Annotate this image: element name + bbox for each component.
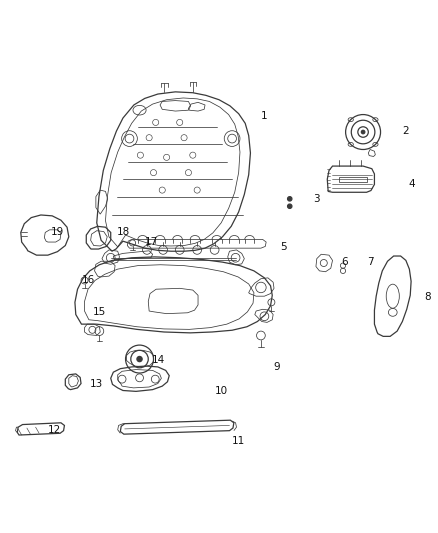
Text: 1: 1 <box>261 111 267 121</box>
Text: 11: 11 <box>232 436 245 446</box>
Text: 3: 3 <box>313 194 319 204</box>
Circle shape <box>288 204 292 208</box>
Text: 19: 19 <box>51 227 64 237</box>
Text: 9: 9 <box>274 362 280 372</box>
Text: 8: 8 <box>424 292 431 302</box>
Text: 12: 12 <box>47 425 60 435</box>
Text: 10: 10 <box>215 386 228 396</box>
Text: 5: 5 <box>280 242 287 252</box>
Circle shape <box>288 197 292 201</box>
Text: 14: 14 <box>151 356 165 365</box>
Text: 7: 7 <box>367 257 374 267</box>
Circle shape <box>361 130 365 134</box>
Text: 2: 2 <box>403 126 409 136</box>
Text: 6: 6 <box>341 257 348 267</box>
Circle shape <box>137 357 142 362</box>
Text: 16: 16 <box>81 274 95 285</box>
Text: 4: 4 <box>409 179 416 189</box>
Text: 15: 15 <box>92 308 106 317</box>
Text: 13: 13 <box>90 379 103 390</box>
Text: 17: 17 <box>145 238 158 247</box>
Text: 18: 18 <box>117 227 130 237</box>
